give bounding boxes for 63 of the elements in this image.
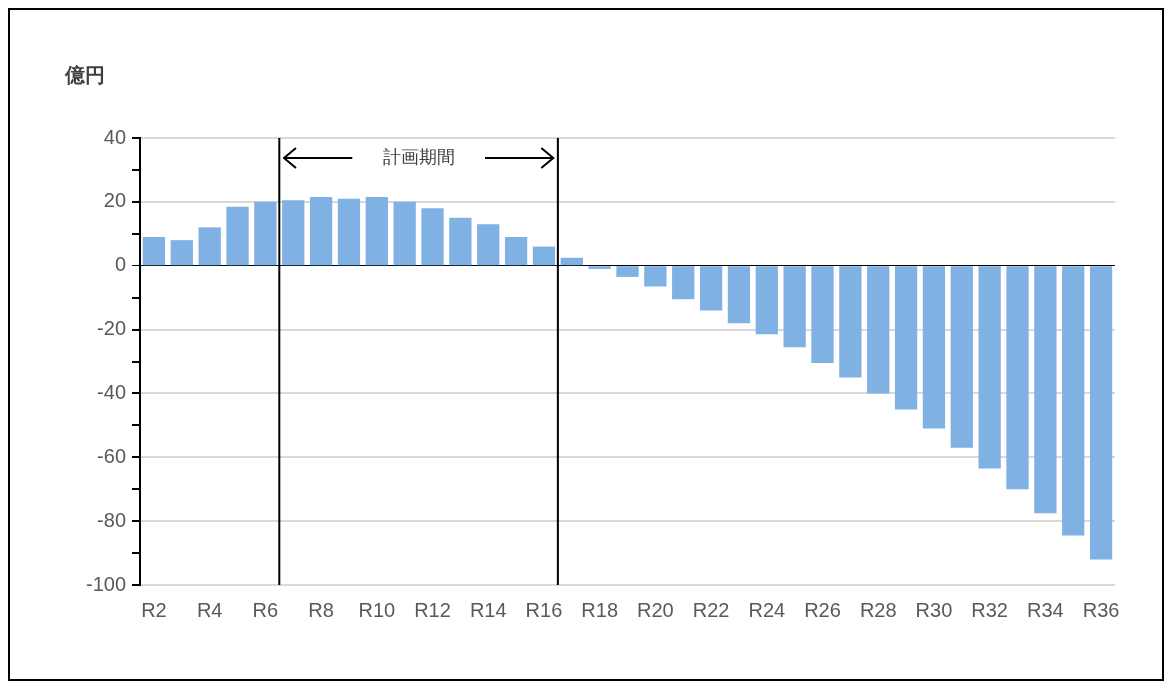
bar [644,266,667,287]
y-axis-title: 億円 [64,63,106,86]
x-tick-label: R36 [1082,598,1120,621]
x-tick-label: R20 [637,598,674,621]
x-tick-label: R24 [748,598,786,621]
bar [393,201,416,266]
y-tick-label: -60 [97,444,127,467]
x-tick-label: R26 [804,598,841,621]
bar [504,236,528,266]
bar [783,266,806,348]
x-tick-label: R4 [196,598,223,621]
bar [532,246,556,266]
bar [839,266,862,378]
bar [894,266,918,410]
bar [282,200,305,266]
bar [198,227,221,266]
y-tick-label: 40 [103,125,127,148]
bar [588,266,611,269]
x-tick-label: R16 [525,598,563,621]
x-tick-label: R28 [859,598,897,621]
x-tick-label: R22 [692,598,730,621]
bar [254,201,277,266]
bar [727,266,751,324]
bar [1006,266,1029,490]
bar [142,236,166,266]
bar [421,208,444,266]
bar [950,266,973,448]
bar [337,198,361,266]
bar [477,224,500,266]
x-tick-label: R10 [358,598,396,621]
bar [170,240,193,266]
x-tick-label: R34 [1027,598,1064,621]
x-tick-label: R12 [414,598,451,621]
x-tick-label: R32 [971,598,1008,621]
annotation: 計画期間 [382,146,455,167]
x-tick-label: R6 [252,598,279,621]
x-tick-label: R30 [915,598,953,621]
x-tick-label: R2 [141,598,167,621]
bar [672,266,695,300]
y-tick-label: 0 [114,253,127,276]
y-tick-label: -20 [97,317,127,340]
bar [1089,266,1113,560]
y-tick-label: -100 [86,572,127,595]
bar [226,206,249,266]
bar [365,197,388,266]
bar [811,266,834,364]
bar [978,266,1001,469]
x-tick-label: R8 [308,598,334,621]
bar [699,266,723,311]
bar [755,266,778,335]
bar [867,266,890,394]
y-tick-label: -40 [97,380,127,403]
bar [1062,266,1085,536]
bar [1034,266,1057,514]
x-tick-label: R18 [581,598,619,621]
bar [560,257,583,266]
bar [449,217,472,266]
x-tick-label: R14 [469,598,507,621]
y-tick-label: -80 [97,508,127,531]
bar [922,266,946,429]
bar [309,197,333,266]
y-tick-label: 20 [103,189,127,212]
bar [616,266,639,277]
